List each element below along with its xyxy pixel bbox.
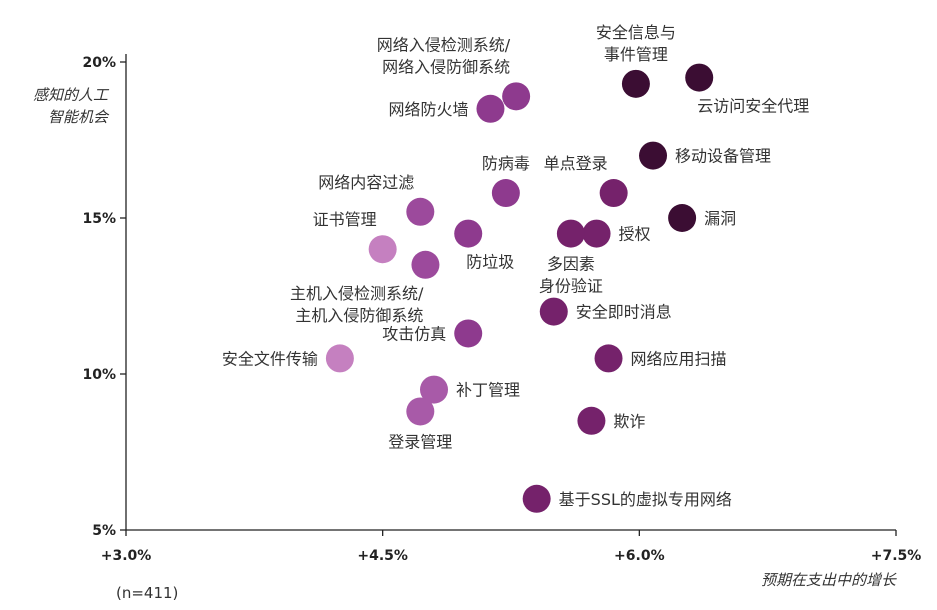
data-label: 主机入侵检测系统/主机入侵防御系统 bbox=[290, 284, 424, 325]
data-label: 漏洞 bbox=[704, 209, 736, 228]
data-label: 网络入侵检测系统/网络入侵防御系统 bbox=[377, 35, 511, 76]
data-point bbox=[368, 235, 397, 264]
data-label: 攻击仿真 bbox=[382, 324, 446, 343]
data-label: 安全文件传输 bbox=[222, 349, 318, 368]
data-label: 单点登录 bbox=[544, 154, 608, 173]
x-tick-label: +7.5% bbox=[871, 548, 922, 564]
data-label: 安全信息与事件管理 bbox=[596, 23, 676, 64]
data-point bbox=[522, 484, 551, 513]
data-point bbox=[621, 69, 650, 98]
data-label: 多因素身份验证 bbox=[539, 255, 603, 296]
x-tick-label: +6.0% bbox=[614, 548, 665, 564]
data-label: 网络内容过滤 bbox=[318, 173, 414, 192]
data-point bbox=[406, 197, 435, 226]
data-label: 移动设备管理 bbox=[675, 147, 771, 166]
tick-labels: +3.0% +4.5% +6.0% +7.5% 5% 10% 15% 20% bbox=[82, 55, 921, 564]
data-points bbox=[325, 63, 714, 513]
data-point bbox=[577, 406, 606, 435]
data-point bbox=[582, 219, 611, 248]
data-point bbox=[420, 375, 448, 404]
data-point bbox=[539, 297, 568, 326]
data-point bbox=[406, 397, 435, 426]
data-label: 网络防火墙 bbox=[388, 100, 468, 119]
data-point bbox=[502, 82, 531, 111]
data-label: 证书管理 bbox=[313, 210, 377, 229]
data-point bbox=[594, 344, 623, 373]
x-axis-title: 预期在支出中的增长 bbox=[761, 571, 897, 589]
y-tick-label: 5% bbox=[92, 523, 116, 539]
data-label: 基于SSL的虚拟专用网络 bbox=[559, 490, 732, 509]
data-point bbox=[491, 179, 520, 208]
data-point bbox=[454, 319, 483, 348]
data-point bbox=[599, 179, 628, 208]
axes bbox=[125, 54, 896, 531]
data-label: 网络应用扫描 bbox=[631, 349, 727, 368]
sample-size-note: (n=411) bbox=[116, 584, 178, 602]
data-point bbox=[556, 219, 585, 248]
data-label: 登录管理 bbox=[388, 432, 452, 451]
data-point bbox=[411, 250, 440, 279]
y-tick-label: 15% bbox=[82, 211, 116, 227]
data-point bbox=[639, 141, 668, 170]
data-label: 云访问安全代理 bbox=[697, 97, 809, 116]
y-tick-label: 10% bbox=[82, 367, 116, 383]
data-point bbox=[476, 94, 505, 123]
data-label: 授权 bbox=[619, 225, 651, 244]
data-point bbox=[668, 204, 697, 232]
data-point bbox=[454, 219, 483, 248]
x-tick-label: +3.0% bbox=[101, 548, 152, 564]
data-label: 防病毒 bbox=[482, 154, 530, 173]
y-axis-title: 感知的人工智能机会 bbox=[33, 86, 110, 126]
x-tick-label: +4.5% bbox=[357, 548, 408, 564]
data-point bbox=[325, 344, 354, 373]
y-tick-label: 20% bbox=[82, 55, 116, 71]
data-label: 欺诈 bbox=[613, 412, 645, 431]
data-label: 安全即时消息 bbox=[576, 303, 672, 322]
data-label: 防垃圾 bbox=[466, 253, 514, 272]
data-point bbox=[685, 63, 714, 92]
data-label: 补丁管理 bbox=[456, 381, 520, 400]
